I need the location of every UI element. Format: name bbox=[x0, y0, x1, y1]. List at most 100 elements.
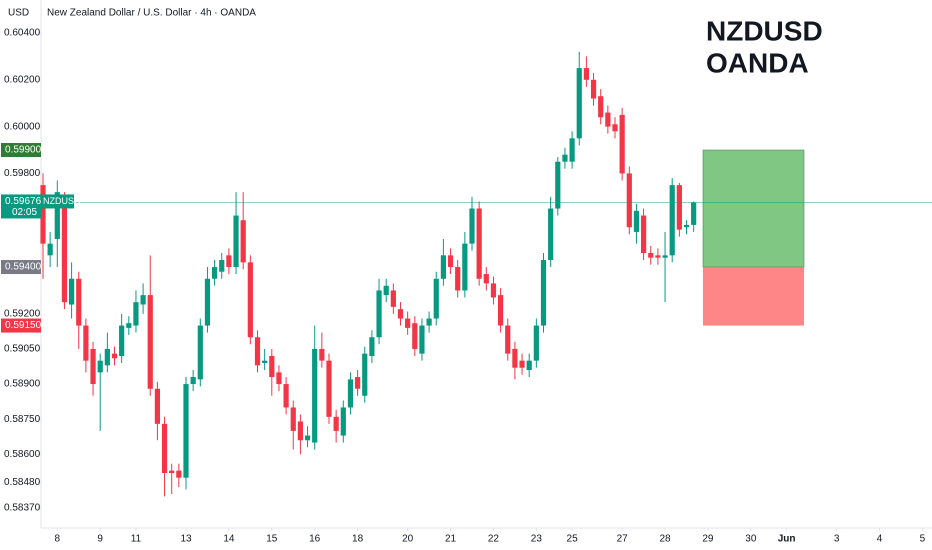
candle-body bbox=[512, 348, 518, 368]
candle-body bbox=[212, 267, 218, 279]
candle-body bbox=[390, 290, 396, 307]
price-label: 0.59676 bbox=[5, 196, 42, 207]
candle-body bbox=[576, 68, 582, 139]
x-tick-label: Jun bbox=[778, 534, 796, 545]
candle-body bbox=[204, 278, 211, 326]
candle-body bbox=[326, 360, 332, 417]
candle-body bbox=[140, 295, 146, 305]
profit-zone bbox=[702, 149, 805, 268]
x-tick-label: 14 bbox=[223, 534, 235, 545]
x-tick-label: 25 bbox=[567, 534, 579, 545]
candle-body bbox=[183, 384, 189, 478]
candle-body bbox=[455, 267, 461, 291]
candle-body bbox=[312, 348, 318, 443]
y-tick-label: 0.60200 bbox=[4, 74, 41, 85]
candle-body bbox=[619, 114, 625, 174]
candle-body bbox=[119, 325, 125, 356]
candle-body bbox=[533, 325, 539, 361]
candle-body bbox=[633, 210, 640, 232]
candle-body bbox=[655, 255, 661, 258]
candle-body bbox=[54, 192, 60, 239]
candle-body bbox=[412, 323, 418, 349]
candle-body bbox=[383, 285, 389, 296]
candle-body bbox=[111, 353, 118, 359]
x-tick-label: 20 bbox=[402, 534, 414, 545]
candle-body bbox=[240, 220, 246, 263]
candle-body bbox=[226, 255, 232, 268]
x-tick-label: 28 bbox=[659, 534, 671, 545]
y-tick-label: 0.58370 bbox=[4, 503, 41, 514]
candle-body bbox=[262, 360, 268, 363]
x-tick-label: 4 bbox=[877, 534, 883, 545]
candle-body bbox=[347, 379, 354, 408]
annotation: NZDUSD bbox=[706, 15, 823, 46]
candle-body bbox=[419, 325, 425, 354]
candle-body bbox=[40, 185, 46, 244]
y-tick-label: 0.58480 bbox=[4, 477, 41, 488]
candle-body bbox=[590, 79, 597, 99]
candle-body bbox=[97, 360, 103, 373]
candle-body bbox=[297, 421, 303, 441]
chart-title: New Zealand Dollar / U.S. Dollar · 4h · … bbox=[47, 8, 256, 19]
candle-body bbox=[598, 96, 604, 118]
annotation: OANDA bbox=[706, 47, 809, 78]
x-tick-label: 11 bbox=[131, 534, 142, 545]
x-tick-label: 15 bbox=[266, 534, 278, 545]
y-tick-label: 0.59800 bbox=[4, 168, 41, 179]
candle-body bbox=[104, 348, 110, 366]
x-tick-label: 29 bbox=[702, 534, 714, 545]
symbol-label: NZDUSD bbox=[43, 196, 81, 206]
y-tick-label: 0.58750 bbox=[4, 414, 41, 425]
price-label: 0.59150 bbox=[5, 320, 42, 331]
candle-body bbox=[605, 112, 611, 127]
candle-body bbox=[490, 283, 497, 298]
candle-body bbox=[447, 255, 454, 268]
candle-body bbox=[440, 255, 446, 279]
candle-body bbox=[161, 423, 168, 473]
candle-body bbox=[683, 224, 690, 228]
candle-body bbox=[254, 337, 261, 366]
candle-body bbox=[369, 337, 375, 356]
candle-body bbox=[662, 255, 668, 258]
x-tick-label: 5 bbox=[920, 534, 926, 545]
candle-body bbox=[405, 318, 411, 328]
x-tick-label: 8 bbox=[55, 534, 61, 545]
candle-body bbox=[69, 278, 75, 305]
x-tick-label: 27 bbox=[617, 534, 629, 545]
plot bbox=[40, 51, 932, 497]
candle-body bbox=[483, 274, 489, 284]
candle-body bbox=[376, 290, 382, 338]
x-tick-label: 16 bbox=[309, 534, 321, 545]
candle-body bbox=[462, 243, 468, 291]
candle-body bbox=[333, 416, 339, 431]
candle-body bbox=[154, 388, 160, 424]
x-tick-label: 18 bbox=[352, 534, 364, 545]
candle-body bbox=[233, 215, 239, 268]
candle-body bbox=[147, 295, 153, 389]
x-tick-label: 23 bbox=[531, 534, 543, 545]
candle-body bbox=[626, 173, 632, 228]
y-tick-label: 0.58600 bbox=[4, 449, 41, 460]
candle-body bbox=[197, 325, 203, 380]
candle-body bbox=[540, 260, 547, 326]
candle-body bbox=[176, 470, 182, 478]
candle-body bbox=[691, 202, 697, 225]
y-tick-label: 0.60400 bbox=[4, 28, 41, 39]
candle-body bbox=[247, 262, 253, 338]
x-tick-label: 3 bbox=[834, 534, 840, 545]
currency: USD bbox=[8, 8, 29, 19]
candle-body bbox=[555, 161, 561, 209]
candle-body bbox=[276, 372, 282, 385]
x-tick-label: 22 bbox=[488, 534, 500, 545]
candle-body bbox=[90, 348, 96, 385]
candle-body bbox=[47, 243, 53, 256]
candle-body bbox=[562, 154, 568, 162]
price-label-box bbox=[1, 194, 41, 219]
candle-body bbox=[526, 360, 532, 371]
x-tick-label: 21 bbox=[445, 534, 457, 545]
candle-body bbox=[133, 302, 139, 326]
candle-body bbox=[362, 353, 368, 396]
x-tick-label: 9 bbox=[97, 534, 103, 545]
countdown: 02:05 bbox=[12, 207, 37, 218]
candle-body bbox=[319, 348, 325, 361]
